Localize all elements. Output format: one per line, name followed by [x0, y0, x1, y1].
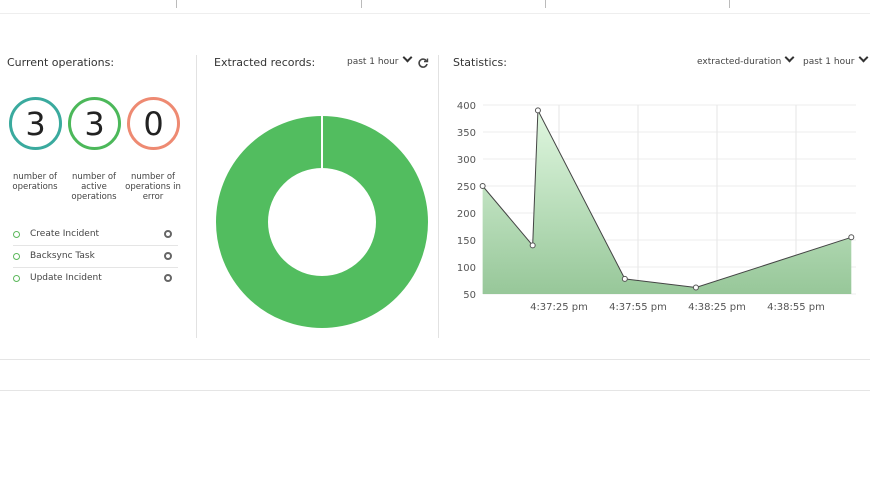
nav-divider	[361, 0, 362, 8]
data-point	[529, 242, 536, 249]
series-line	[482, 108, 852, 289]
counter-value: 3	[84, 104, 105, 143]
data-point	[621, 275, 628, 282]
status-circle-icon	[13, 252, 20, 260]
statistics-period-dropdown[interactable]: past 1 hour	[803, 57, 867, 67]
operation-item[interactable]: Backsync Task	[13, 245, 178, 268]
y-tick-label: 200	[457, 209, 476, 220]
settings-icon[interactable]	[164, 252, 172, 260]
y-tick-label: 150	[457, 236, 476, 247]
divider	[438, 55, 439, 338]
divider	[0, 359, 870, 360]
data-point	[534, 107, 541, 114]
y-tick-label: 350	[457, 128, 476, 139]
counter-label: number of operations	[12, 172, 58, 192]
extracted-period-dropdown[interactable]: past 1 hour	[347, 57, 411, 67]
y-tick-label: 250	[457, 182, 476, 193]
top-nav	[0, 0, 870, 14]
settings-icon[interactable]	[164, 230, 172, 238]
settings-icon[interactable]	[164, 274, 172, 282]
status-circle-icon	[13, 274, 20, 282]
counter-circle: 0	[127, 97, 180, 150]
divider	[196, 55, 197, 338]
divider	[0, 390, 870, 391]
operation-label: Create Incident	[30, 229, 100, 239]
counter-circle: 3	[9, 97, 62, 150]
current-operations-title: Current operations:	[7, 56, 115, 69]
y-tick-label: 100	[457, 263, 476, 274]
statistics-chart: 50 100 150 200 250 300 350 400 4:37:25 pm 4:37:55…	[457, 101, 856, 313]
data-point	[692, 284, 699, 291]
y-tick-label: 300	[457, 155, 476, 166]
extracted-records-donut	[216, 116, 428, 328]
data-point	[848, 234, 855, 241]
series-area	[482, 110, 852, 295]
counter-circle: 3	[68, 97, 121, 150]
x-tick-label: 4:37:55 pm	[609, 302, 667, 313]
nav-divider	[176, 0, 177, 8]
counter-value: 0	[143, 104, 164, 143]
operation-item[interactable]: Update Incident	[13, 267, 178, 289]
counter-value: 3	[25, 104, 46, 143]
x-tick-label: 4:38:25 pm	[688, 302, 746, 313]
metric-dropdown[interactable]: extracted-duration	[697, 57, 793, 67]
status-circle-icon	[13, 230, 20, 238]
counter-label: number of active operations	[71, 172, 117, 202]
operation-label: Backsync Task	[30, 251, 95, 261]
counter-label: number of operations in error	[125, 172, 181, 202]
data-point	[479, 183, 486, 189]
y-tick-label: 50	[463, 290, 476, 301]
extracted-records-title: Extracted records:	[214, 56, 316, 69]
operation-label: Update Incident	[30, 273, 102, 283]
nav-divider	[545, 0, 546, 8]
nav-divider	[729, 0, 730, 8]
x-tick-label: 4:38:55 pm	[767, 302, 825, 313]
operation-item[interactable]: Create Incident	[13, 223, 178, 246]
refresh-icon[interactable]	[417, 57, 429, 69]
statistics-title: Statistics:	[453, 56, 507, 69]
x-tick-label: 4:37:25 pm	[530, 302, 588, 313]
y-tick-label: 400	[457, 101, 476, 112]
